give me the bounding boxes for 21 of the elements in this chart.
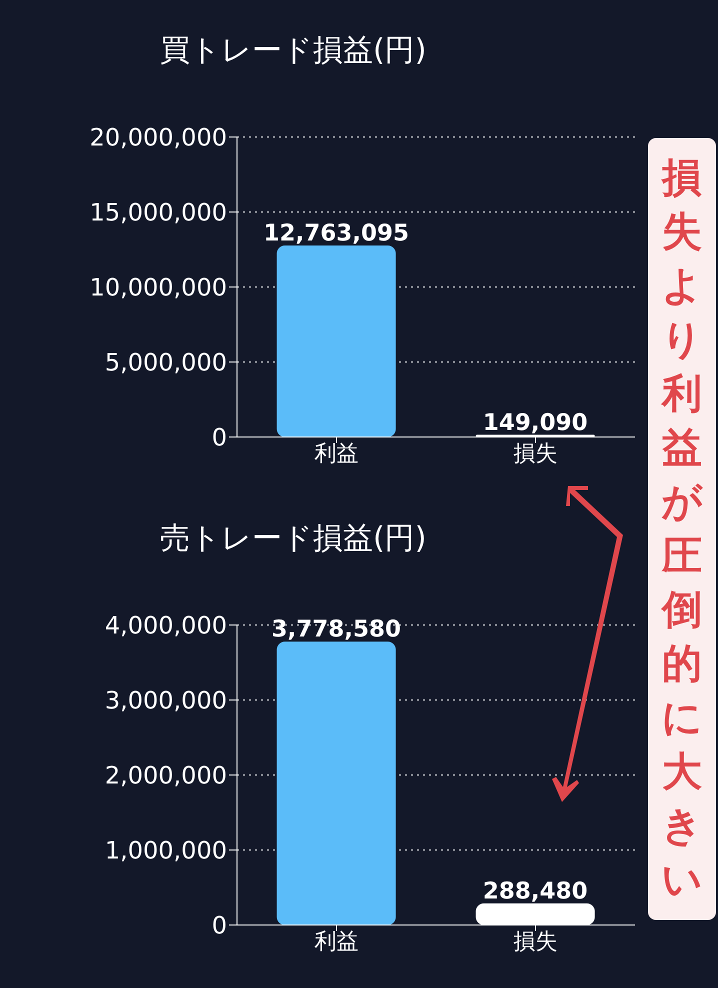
y-tick-label: 2,000,000 <box>104 762 227 790</box>
x-tick-label: 損失 <box>514 442 558 467</box>
y-tick-label: 10,000,000 <box>90 274 227 302</box>
chart-title: 買トレード損益(円) <box>160 32 426 70</box>
y-tick-label: 1,000,000 <box>104 836 227 865</box>
y-tick-label: 3,000,000 <box>104 686 227 715</box>
y-tick-label: 20,000,000 <box>90 124 227 152</box>
data-label: 3,778,580 <box>272 616 402 643</box>
x-tick-label: 損失 <box>514 930 558 955</box>
y-tick-label: 5,000,000 <box>104 348 227 377</box>
data-label: 12,763,095 <box>264 220 410 247</box>
y-tick-label: 0 <box>212 424 227 452</box>
x-tick-label: 利益 <box>314 930 358 955</box>
data-label: 149,090 <box>482 410 588 436</box>
data-label: 288,480 <box>482 878 588 904</box>
text: 損失より利益が圧倒的に大きい <box>662 155 702 903</box>
y-tick-label: 0 <box>212 912 227 940</box>
x-tick-label: 利益 <box>314 442 358 467</box>
y-tick-label: 15,000,000 <box>90 198 227 227</box>
chart-title: 売トレード損益(円) <box>160 520 426 558</box>
y-tick-label: 4,000,000 <box>104 612 227 640</box>
